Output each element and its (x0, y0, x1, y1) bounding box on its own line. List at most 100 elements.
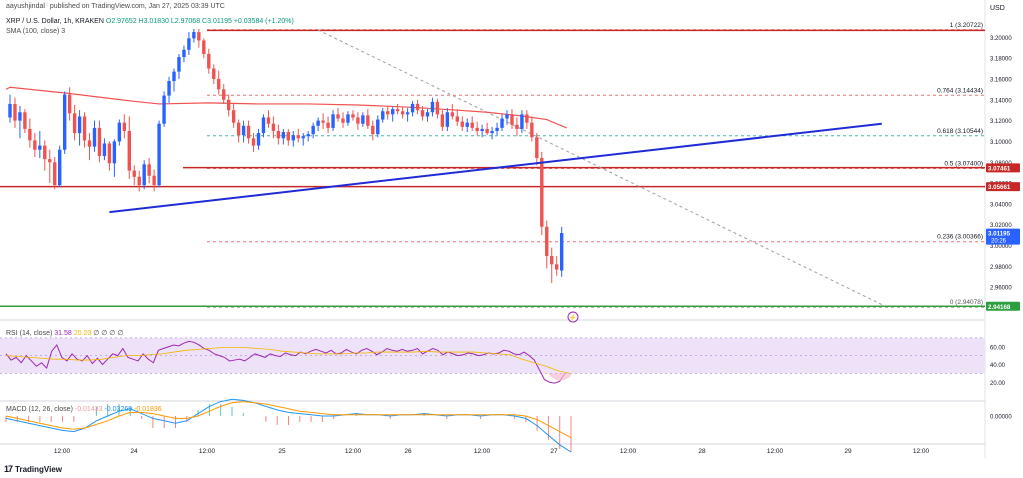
time-tick-label: 12:00 (913, 448, 930, 455)
candle-body (157, 123, 161, 186)
currency-label: USD (990, 5, 1005, 12)
candle (251, 133, 256, 152)
price-tick-label: 3.00000 (990, 244, 1012, 250)
candle-body (351, 114, 355, 118)
candle-body (87, 140, 92, 147)
rsi-band (0, 337, 985, 374)
candle-body (217, 78, 221, 90)
candle (435, 98, 440, 119)
candle-body (480, 128, 484, 132)
candle (410, 100, 415, 117)
candle-body (381, 111, 385, 120)
candle-body (187, 38, 191, 50)
time-tick-label: 12:00 (620, 448, 637, 455)
candle-body (450, 112, 455, 117)
candle-body (256, 133, 261, 146)
candle (182, 45, 186, 63)
candle (222, 84, 226, 104)
macd-tick-label: 0.00000 (990, 415, 1012, 421)
rsi-legend[interactable]: RSI (14, close) 31.58 20.20 ∅ ∅ ∅ ∅ (6, 329, 123, 337)
rsi-label: RSI (14, close) (6, 330, 53, 337)
candle-body (321, 120, 325, 123)
candle (127, 116, 131, 179)
author-name[interactable]: aayushjindal (6, 3, 45, 10)
macd-line (5, 398, 572, 453)
time-tick-label: 26 (404, 448, 412, 455)
macd-signal-value: -0.01836 (134, 406, 162, 413)
rsi-tick-label: 60.00 (990, 345, 1006, 351)
time-tick-label: 25 (278, 448, 286, 455)
candle-body (33, 140, 37, 150)
candle-body (43, 145, 47, 160)
ohlc-legend: XRP / U.S. Dollar, 1h, KRAKEN O2.97652 H… (6, 18, 294, 25)
price-tick-label: 3.04000 (990, 202, 1012, 208)
candle (18, 106, 22, 139)
macd-legend[interactable]: MACD (12, 26, close) -0.01433 -0.03269 -… (6, 406, 162, 413)
candle (112, 139, 117, 177)
candle (515, 117, 519, 137)
candle-body (152, 175, 156, 186)
candle-body (530, 122, 534, 138)
candle (550, 247, 554, 284)
time-tick-label: 29 (844, 448, 852, 455)
candle-body (490, 131, 494, 134)
candle-body (555, 264, 559, 270)
candle-body (475, 127, 479, 132)
candle-body (400, 111, 405, 115)
candle (316, 117, 320, 132)
candle-body (440, 114, 445, 127)
candle-body (520, 114, 524, 129)
candle-body (281, 132, 286, 139)
candle-body (207, 53, 211, 69)
candle (77, 110, 82, 146)
candle (147, 158, 151, 184)
candle (13, 97, 17, 128)
candle-body (142, 164, 146, 186)
publication-line: aayushjindal published on TradingView.co… (6, 3, 228, 10)
price-tick-label: 3.12000 (990, 119, 1012, 125)
candle-body (202, 40, 206, 54)
rsi-tick-label: 20.00 (990, 381, 1006, 387)
candle (142, 160, 146, 190)
candle-body (53, 162, 57, 186)
candle-body (162, 95, 166, 124)
candle-body (271, 123, 276, 132)
high-value: H3.01830 (138, 18, 169, 25)
candle-body (420, 110, 425, 117)
candle (256, 128, 261, 150)
candle (331, 110, 335, 132)
candle-body (38, 145, 42, 150)
candle (545, 220, 549, 269)
candle-body (112, 141, 117, 164)
candle (212, 64, 216, 85)
candle (470, 116, 474, 132)
candle (465, 118, 469, 133)
candle-body (48, 159, 52, 163)
rsi-value: 31.58 (54, 330, 72, 337)
candle-body (341, 118, 345, 123)
fib-level-label: 1 (3.20722) (950, 22, 983, 29)
candle (236, 119, 241, 143)
tradingview-brand[interactable]: 17 TradingView (4, 464, 62, 474)
macd-hist-value: -0.01433 (74, 406, 103, 413)
candle-body (376, 119, 380, 135)
candle (261, 114, 266, 138)
candle-body (67, 94, 72, 114)
candle (440, 110, 445, 132)
candle-body (192, 32, 196, 39)
candle (271, 116, 276, 139)
candle (53, 157, 57, 190)
candle-body (266, 117, 271, 124)
sma-legend[interactable]: SMA (100, close) 3 (6, 28, 65, 35)
candle (475, 121, 479, 136)
candle-body (137, 176, 141, 186)
candle-body (415, 103, 420, 111)
candle (207, 48, 211, 74)
symbol-label[interactable]: XRP / U.S. Dollar, 1h, KRAKEN (6, 18, 104, 25)
rsi-ma-line (5, 347, 571, 374)
candle-body (77, 116, 82, 134)
candle-body (92, 127, 97, 147)
candle-body (540, 158, 544, 227)
candle (266, 110, 271, 128)
